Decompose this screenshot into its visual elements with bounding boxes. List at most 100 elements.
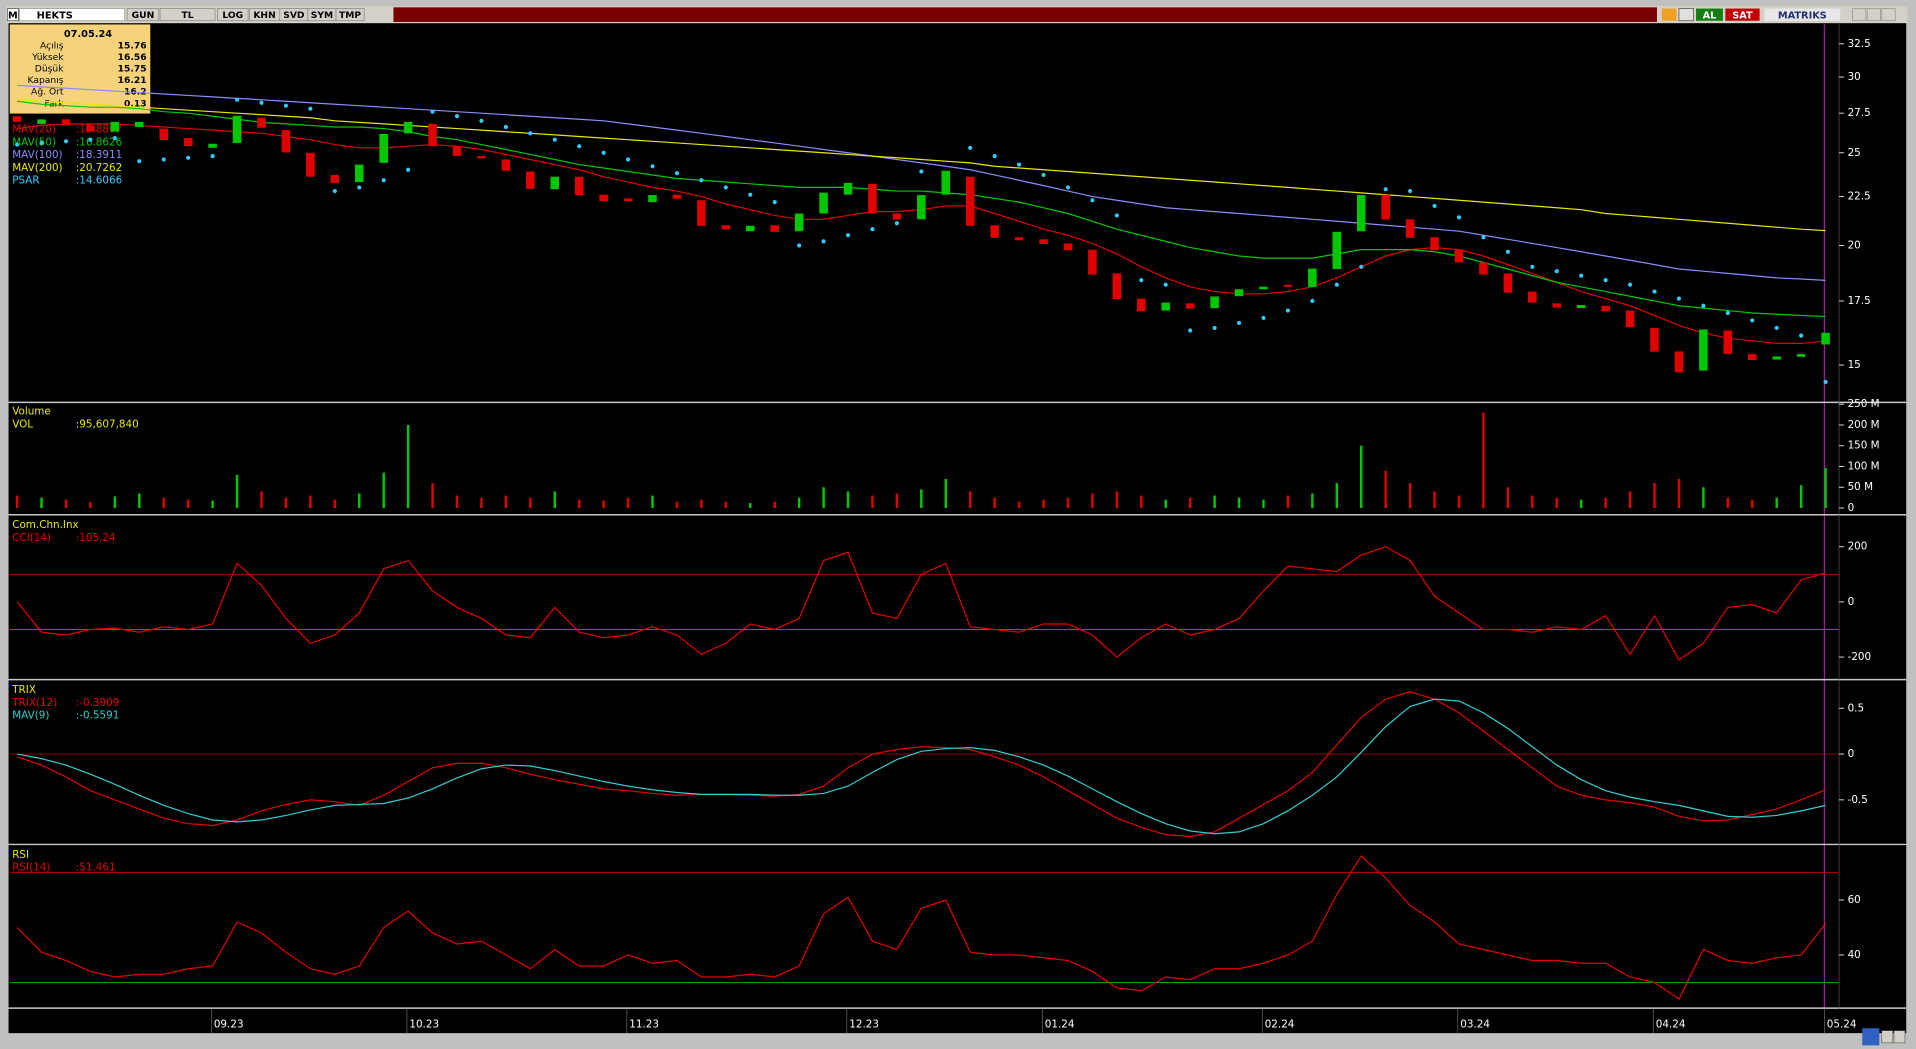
toolbar-button[interactable] <box>217 8 249 22</box>
sell-button[interactable] <box>1725 8 1760 21</box>
candle <box>1650 327 1659 352</box>
symbol-box[interactable] <box>19 8 125 22</box>
candle <box>526 171 535 189</box>
psar-dot <box>748 192 753 197</box>
scroll-right[interactable] <box>1893 1030 1906 1044</box>
psar-dot <box>1163 282 1168 287</box>
psar-dot <box>821 239 826 244</box>
toolbar-button-label: KHN <box>253 10 275 21</box>
volume-bar <box>944 478 948 509</box>
toolbar-button[interactable] <box>335 8 365 22</box>
volume-bar <box>1360 445 1363 509</box>
y-tick-label: 32.5 <box>1848 38 1871 50</box>
psar-dot <box>1261 315 1266 320</box>
panel-title: RSI <box>12 849 29 861</box>
volume-bar <box>1286 495 1290 509</box>
x-tick-label: 11.23 <box>629 1019 659 1031</box>
psar-dot <box>772 200 777 205</box>
candle <box>990 225 999 238</box>
volume-bar <box>1531 495 1534 509</box>
candle <box>648 195 657 203</box>
candle <box>917 195 926 220</box>
toolbar-button-label: SVD <box>283 10 305 21</box>
psar-dot <box>1676 296 1682 301</box>
toolbar-fill <box>393 7 1657 22</box>
tool-icon[interactable] <box>1862 1028 1880 1046</box>
x-tick-label: 02.24 <box>1265 1019 1295 1031</box>
volume-bar <box>1726 497 1730 509</box>
psar-dot <box>234 97 240 102</box>
close-button[interactable] <box>1881 8 1896 22</box>
minimize-button[interactable] <box>1852 8 1867 22</box>
y-tick-label: 0.5 <box>1848 702 1865 714</box>
x-tick-label: 12.23 <box>849 1019 879 1031</box>
volume-bar <box>333 499 337 509</box>
toolbar-button[interactable] <box>159 8 216 22</box>
brand: MATRIKS <box>1778 10 1827 21</box>
candle <box>12 116 22 122</box>
info-value: 16.21 <box>118 75 147 86</box>
y-tick-label: 0 <box>1848 596 1855 608</box>
legend-value: :-0.5591 <box>76 710 120 722</box>
volume-bar <box>871 495 874 509</box>
toolbar-button[interactable] <box>126 8 160 22</box>
psar-dot <box>381 178 386 183</box>
psar-dot <box>674 171 680 176</box>
legend-value: :95,607,840 <box>76 418 139 430</box>
psar-dot <box>1188 328 1193 333</box>
info-value: 15.76 <box>118 40 147 51</box>
panel-title: TRIX <box>11 684 36 696</box>
candle <box>257 117 266 128</box>
icon[interactable] <box>1678 8 1694 22</box>
psar-dot <box>1456 215 1462 220</box>
info-label: Kapanış <box>28 75 64 86</box>
maximize-button[interactable] <box>1866 8 1881 22</box>
psar-dot <box>968 145 973 150</box>
legend-name: MAV(9) <box>12 710 49 722</box>
candle <box>61 119 71 126</box>
volume-bar <box>895 493 899 509</box>
volume-bar <box>1115 491 1119 509</box>
candle <box>1137 298 1146 312</box>
psar-dot <box>992 154 997 159</box>
scroll-left[interactable] <box>1881 1030 1894 1044</box>
volume-bar <box>1653 483 1656 509</box>
sell-label: SAT <box>1732 10 1753 21</box>
icon[interactable] <box>1661 8 1677 21</box>
volume-bar <box>1017 501 1021 509</box>
candle <box>159 128 169 141</box>
candle <box>306 152 315 177</box>
candle <box>1308 268 1317 287</box>
candle <box>1283 284 1293 287</box>
logo[interactable] <box>7 8 19 22</box>
candle <box>843 182 853 195</box>
volume-bar <box>260 491 263 509</box>
info-value: 16.56 <box>118 52 147 63</box>
candle <box>501 159 511 171</box>
volume-bar <box>968 491 972 509</box>
volume-bar <box>406 424 410 509</box>
psar-dot <box>1579 273 1584 278</box>
candle <box>1699 329 1708 371</box>
psar-dot <box>1823 379 1828 385</box>
psar-dot <box>1017 162 1022 167</box>
volume-bar <box>602 500 605 509</box>
psar-dot <box>1530 264 1535 269</box>
candle <box>1234 289 1244 297</box>
volume-bar <box>1824 468 1827 509</box>
candle <box>892 213 902 220</box>
volume-bar <box>1262 499 1265 509</box>
y-tick-label: -200 <box>1848 651 1872 663</box>
y-tick-label: 60 <box>1848 894 1861 906</box>
volume-bar <box>1775 497 1778 509</box>
toolbar-button-label: SYM <box>311 10 333 21</box>
info-label: Yüksek <box>31 52 64 63</box>
candle <box>1503 273 1513 293</box>
candle <box>1381 194 1390 220</box>
volume-bar <box>1677 478 1681 509</box>
buy-button[interactable] <box>1696 8 1723 21</box>
candle <box>1454 249 1464 263</box>
y-tick-label: 50 M <box>1848 481 1873 493</box>
candle <box>1039 239 1048 245</box>
candle <box>1430 237 1439 251</box>
